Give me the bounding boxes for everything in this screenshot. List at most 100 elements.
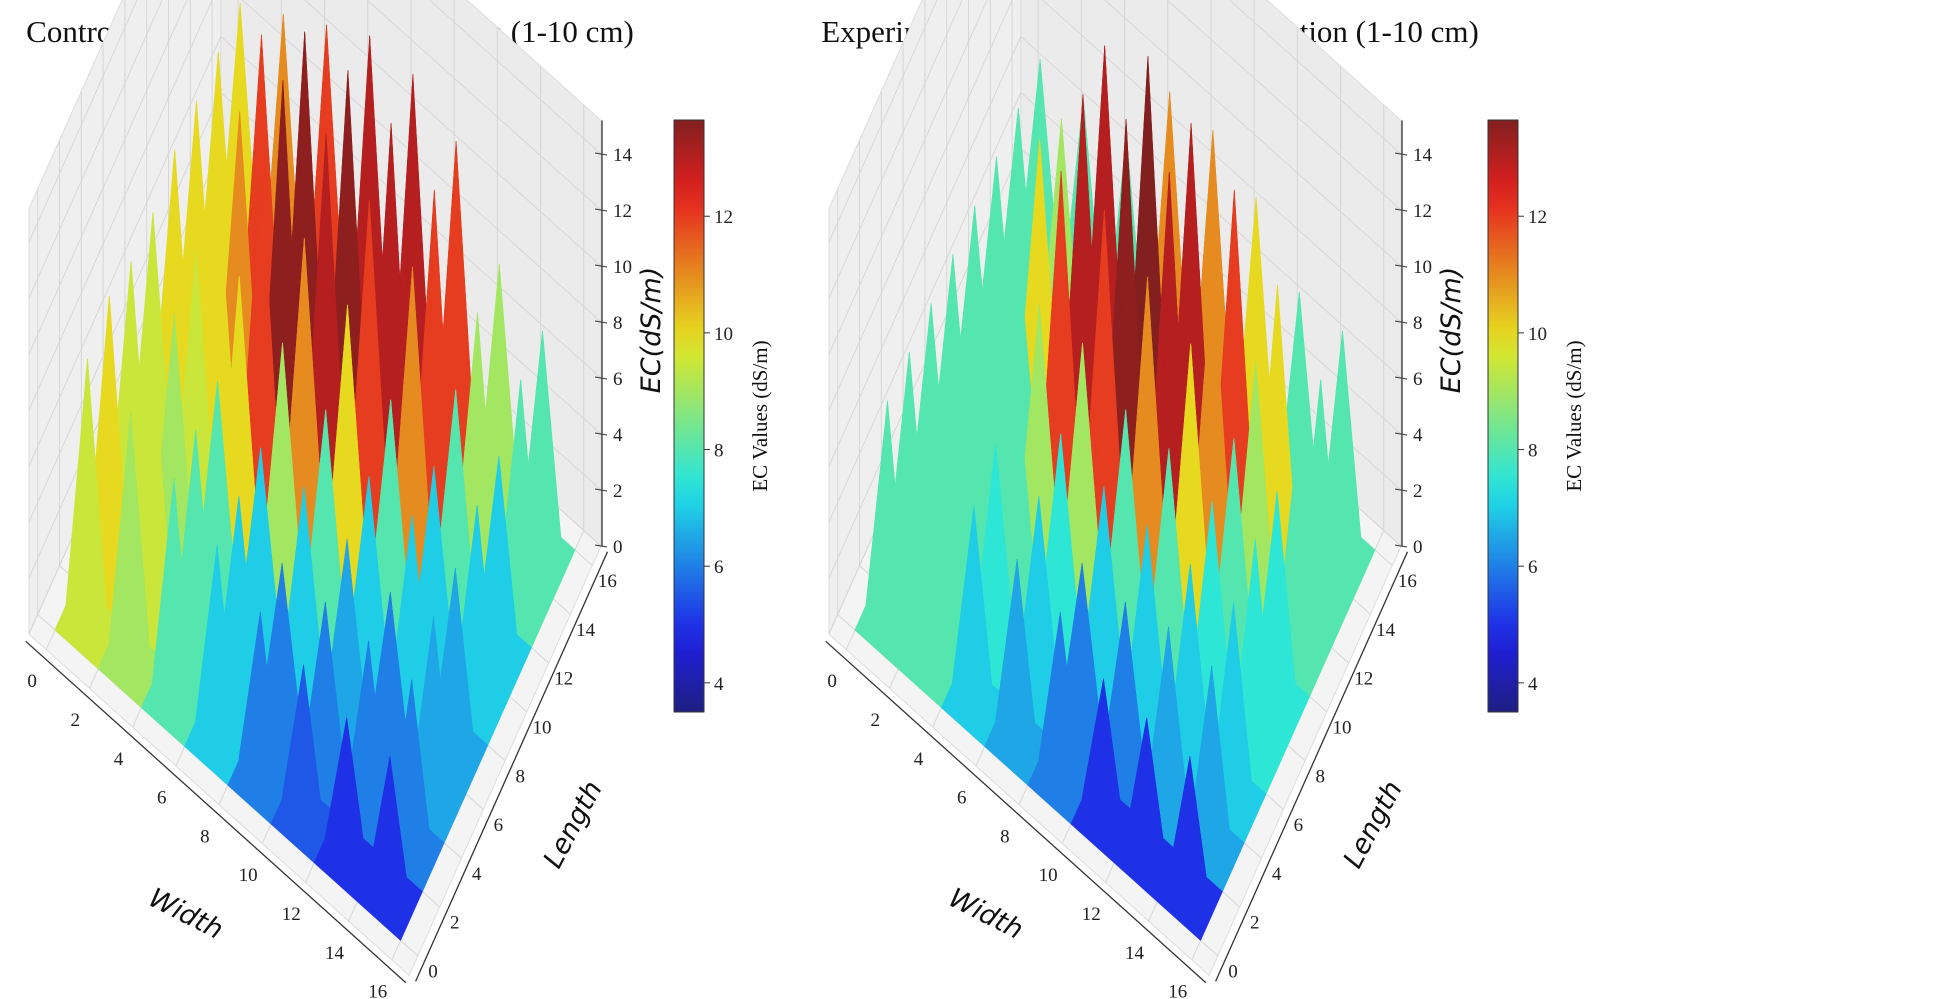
z-tick [1394,488,1408,492]
gridline [28,0,602,299]
z-tick [1394,208,1408,212]
colorbar [673,119,705,713]
gridline [28,0,602,243]
x-tick-label: 4 [914,749,924,770]
x-tick-label: 12 [282,904,301,925]
y-tick-label: 10 [1333,718,1352,739]
y-tick-label: 4 [1272,864,1282,885]
z-axis-label: EC(dS/m) [636,267,667,394]
z-tick-label: 14 [1413,145,1433,166]
x-tick-label: 6 [957,788,967,809]
x-tick-label: 14 [325,943,345,964]
z-tick [594,376,608,380]
colorbar-tick-label: 10 [714,324,733,345]
y-tick-label: 0 [428,962,438,983]
colorbar-tick-label: 12 [1528,207,1547,228]
experiment-plot: Experiment area after leaching applicati… [821,0,1586,999]
z-tick-label: 6 [1413,369,1423,390]
colorbar-tick-label: 8 [714,441,724,462]
x-axis-label: Width [144,882,229,946]
x-tick-label: 0 [827,671,837,692]
z-tick-label: 0 [613,537,623,558]
z-tick [1394,432,1408,436]
x-tick-label: 16 [1168,982,1187,999]
y-tick-label: 6 [494,815,504,836]
colorbar-label: EC Values (dS/m) [748,340,772,491]
length-axis-line [1215,551,1409,982]
gridline [828,0,1402,243]
z-tick-label: 0 [1413,537,1423,558]
control-plot: Control area after leaching application … [25,0,772,999]
x-tick-label: 16 [368,982,387,999]
x-tick-label: 10 [239,865,258,886]
gridline [828,0,1402,355]
z-tick-label: 2 [1413,481,1423,502]
colorbar-label: EC Values (dS/m) [1562,340,1586,491]
z-axis-label: EC(dS/m) [1436,267,1467,394]
y-tick-label: 6 [1294,815,1304,836]
z-tick-label: 12 [613,201,632,222]
y-axis-label: Length [538,776,609,873]
gridline [828,35,1402,467]
z-tick [594,488,608,492]
x-tick-label: 4 [114,749,124,770]
y-tick-label: 2 [1250,913,1260,934]
colorbar-tick-label: 6 [1528,557,1538,578]
z-tick-label: 6 [613,369,623,390]
y-tick-label: 8 [515,766,525,787]
gridline [28,0,602,411]
z-tick-label: 14 [613,145,633,166]
z-tick-label: 4 [1413,425,1423,446]
y-tick-label: 16 [598,571,617,592]
z-tick-label: 10 [1413,257,1432,278]
surface-face [378,756,412,941]
colorbar-tick-label: 6 [714,557,724,578]
z-tick [1394,544,1408,548]
z-tick [1394,152,1408,156]
y-tick-label: 12 [1354,669,1373,690]
gridline [828,91,1402,523]
y-tick-label: 14 [1376,620,1396,641]
y-tick-label: 4 [472,864,482,885]
gridline [28,0,602,355]
z-tick [594,544,608,548]
colorbar-tick-label: 4 [1528,674,1538,695]
z-tick-label: 12 [1413,201,1432,222]
y-tick-label: 12 [554,669,573,690]
width-axis-line [25,640,407,984]
x-tick-label: 6 [157,788,167,809]
surface-face [1178,756,1212,941]
colorbar [1487,119,1519,713]
z-tick [594,320,608,324]
width-axis-line [825,640,1207,984]
colorbar-tick-label: 10 [1528,324,1547,345]
x-tick-label: 10 [1039,865,1058,886]
y-tick-label: 2 [450,913,460,934]
colorbar-tick-label: 4 [714,674,724,695]
x-axis-label: Width [944,882,1029,946]
y-tick-label: 8 [1315,766,1325,787]
x-tick-label: 0 [27,671,37,692]
gridline [828,0,1402,299]
x-tick-label: 2 [71,710,81,731]
x-tick-label: 12 [1082,904,1101,925]
y-tick-label: 16 [1398,571,1417,592]
z-tick-label: 2 [613,481,623,502]
z-tick [594,432,608,436]
y-tick-label: 14 [576,620,596,641]
gridline [828,0,1402,411]
z-tick [1394,264,1408,268]
z-tick [594,264,608,268]
y-axis-label: Length [1338,776,1409,873]
colorbar-tick-label: 12 [714,207,733,228]
z-tick [594,152,608,156]
y-tick-label: 10 [533,718,552,739]
x-tick-label: 14 [1125,943,1145,964]
z-tick [594,208,608,212]
x-tick-label: 8 [200,826,210,847]
z-tick [1394,320,1408,324]
z-tick-label: 8 [613,313,623,334]
gridline [28,35,602,467]
x-tick-label: 8 [1000,826,1010,847]
